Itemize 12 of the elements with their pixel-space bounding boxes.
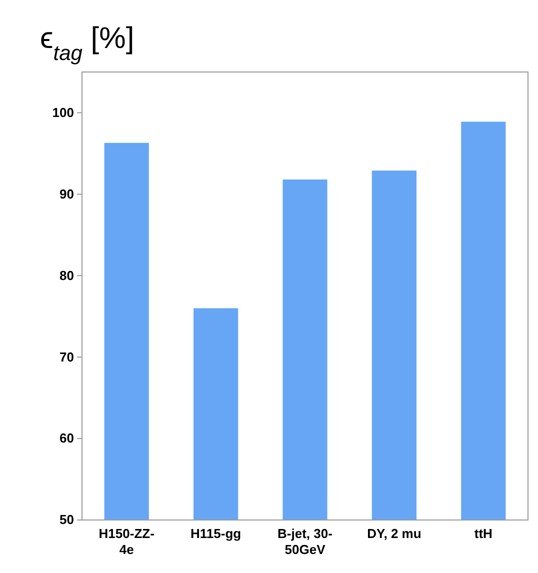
x-tick-label: B-jet, 30-50GeV — [278, 526, 332, 557]
x-tick-label: H150-ZZ-4e — [98, 526, 154, 557]
chart-title: ϵ$_{tag}$ [%] — [40, 22, 134, 64]
x-tick-label: ttH — [474, 526, 492, 541]
x-tick-label: H115-gg — [190, 526, 242, 541]
x-tick-label: DY, 2 mu — [367, 526, 422, 541]
y-tick-label: 70 — [60, 349, 74, 364]
y-tick-label: 90 — [60, 186, 74, 202]
y-tick-label: 100 — [52, 104, 74, 120]
y-tick-label: 60 — [60, 430, 74, 446]
y-tick-label: 50 — [60, 512, 74, 528]
y-tick-label: 80 — [60, 268, 74, 283]
